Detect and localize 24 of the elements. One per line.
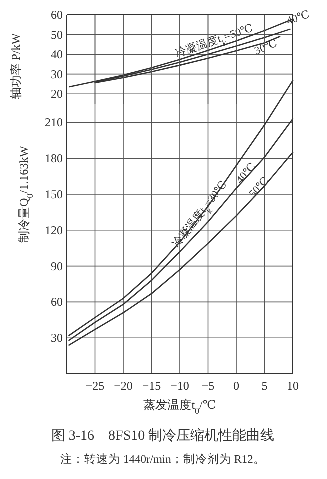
y-tick-label: 30 (51, 331, 63, 346)
x-tick-label: 5 (262, 379, 268, 393)
y-tick-label: 210 (45, 116, 63, 130)
x-tick-label: −5 (202, 379, 215, 393)
x-axis-title: 蒸发温度t$_{0}$/℃ (144, 398, 216, 416)
text: 注：转速为 1440r/min；制冷剂为 R12。 (60, 452, 266, 466)
y-axis-title: 轴功率 P/kW (9, 32, 23, 100)
y-tick-label: 20 (51, 87, 63, 102)
y-tick-label: 90 (51, 259, 63, 274)
y-tick-label: 50 (51, 28, 63, 42)
y-tick-label: 60 (51, 295, 63, 310)
y-tick-label: 180 (45, 152, 63, 166)
y-tick-label: 120 (45, 223, 63, 238)
y-tick-label: 30 (51, 67, 63, 82)
x-tick-label: −15 (142, 379, 162, 393)
text: 图 3-16 8FS10 制冷压缩机性能曲线 (51, 428, 275, 444)
x-tick-label: −25 (86, 379, 105, 393)
y-tick-label: 40 (51, 48, 63, 62)
x-tick-label: 10 (287, 379, 299, 393)
y-tick-label: 60 (51, 8, 63, 22)
x-tick-label: −20 (114, 379, 133, 393)
x-tick-label: −10 (170, 379, 190, 393)
y-tick-label: 150 (45, 188, 63, 202)
x-tick-label: 0 (234, 379, 240, 393)
